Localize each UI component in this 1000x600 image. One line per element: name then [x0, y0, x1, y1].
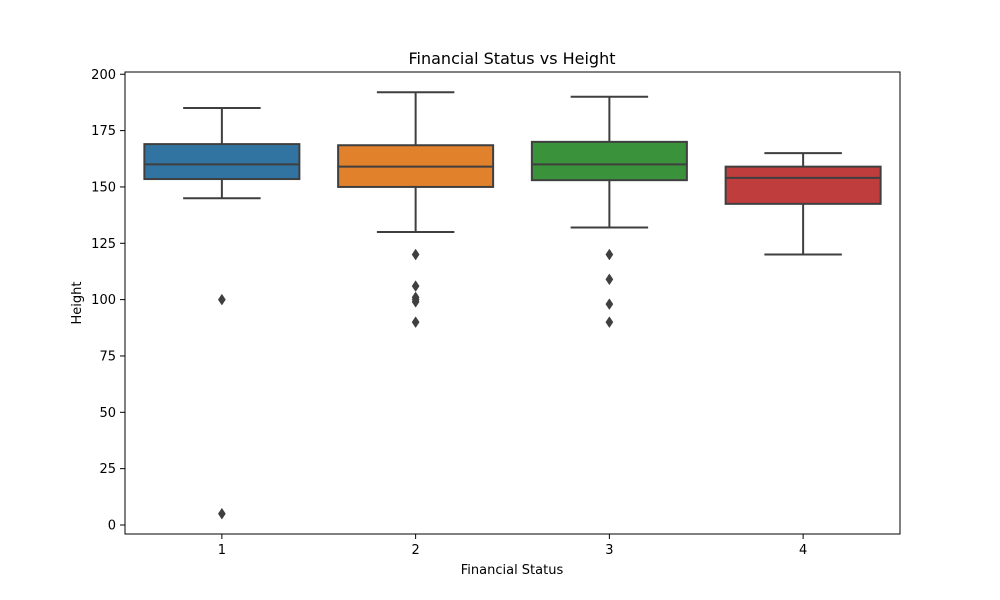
outlier-point [605, 298, 614, 310]
y-tick-label: 150 [91, 180, 116, 195]
outlier-point [605, 248, 614, 261]
iqr-box [724, 165, 882, 205]
x-tick-label: 4 [799, 543, 807, 558]
x-axis: 1 2 3 4 [218, 534, 807, 558]
outlier-point [411, 248, 420, 261]
x-tick-label: 3 [605, 543, 613, 558]
y-tick-label: 25 [99, 462, 116, 477]
outlier-point [411, 316, 420, 329]
y-tick-label: 175 [91, 124, 116, 139]
box-group-3 [530, 95, 688, 329]
y-tick-label: 200 [91, 68, 116, 83]
outlier-point [217, 507, 226, 520]
outlier-point [411, 296, 420, 308]
box-group-4 [724, 152, 882, 256]
box-group-1 [143, 107, 301, 520]
x-tick-label: 1 [218, 543, 226, 558]
iqr-box [530, 140, 688, 182]
outlier-point [605, 316, 614, 329]
chart-title: Financial Status vs Height [409, 49, 616, 68]
iqr-box [143, 143, 301, 181]
outlier-point [411, 280, 420, 292]
y-tick-label: 100 [91, 293, 116, 308]
box-group-2 [337, 91, 495, 329]
x-axis-label: Financial Status [461, 563, 564, 578]
outlier-point [217, 293, 226, 306]
plot-area [143, 91, 882, 520]
y-tick-label: 125 [91, 237, 116, 252]
x-tick-label: 2 [411, 543, 419, 558]
y-axis-label: Height [70, 282, 85, 325]
y-tick-label: 75 [99, 349, 116, 364]
outlier-point [605, 273, 614, 286]
y-tick-label: 0 [108, 518, 116, 533]
y-tick-label: 50 [99, 406, 116, 421]
y-axis: 0 25 50 75 100 125 150 175 200 [91, 68, 125, 533]
plot-frame [124, 71, 901, 535]
